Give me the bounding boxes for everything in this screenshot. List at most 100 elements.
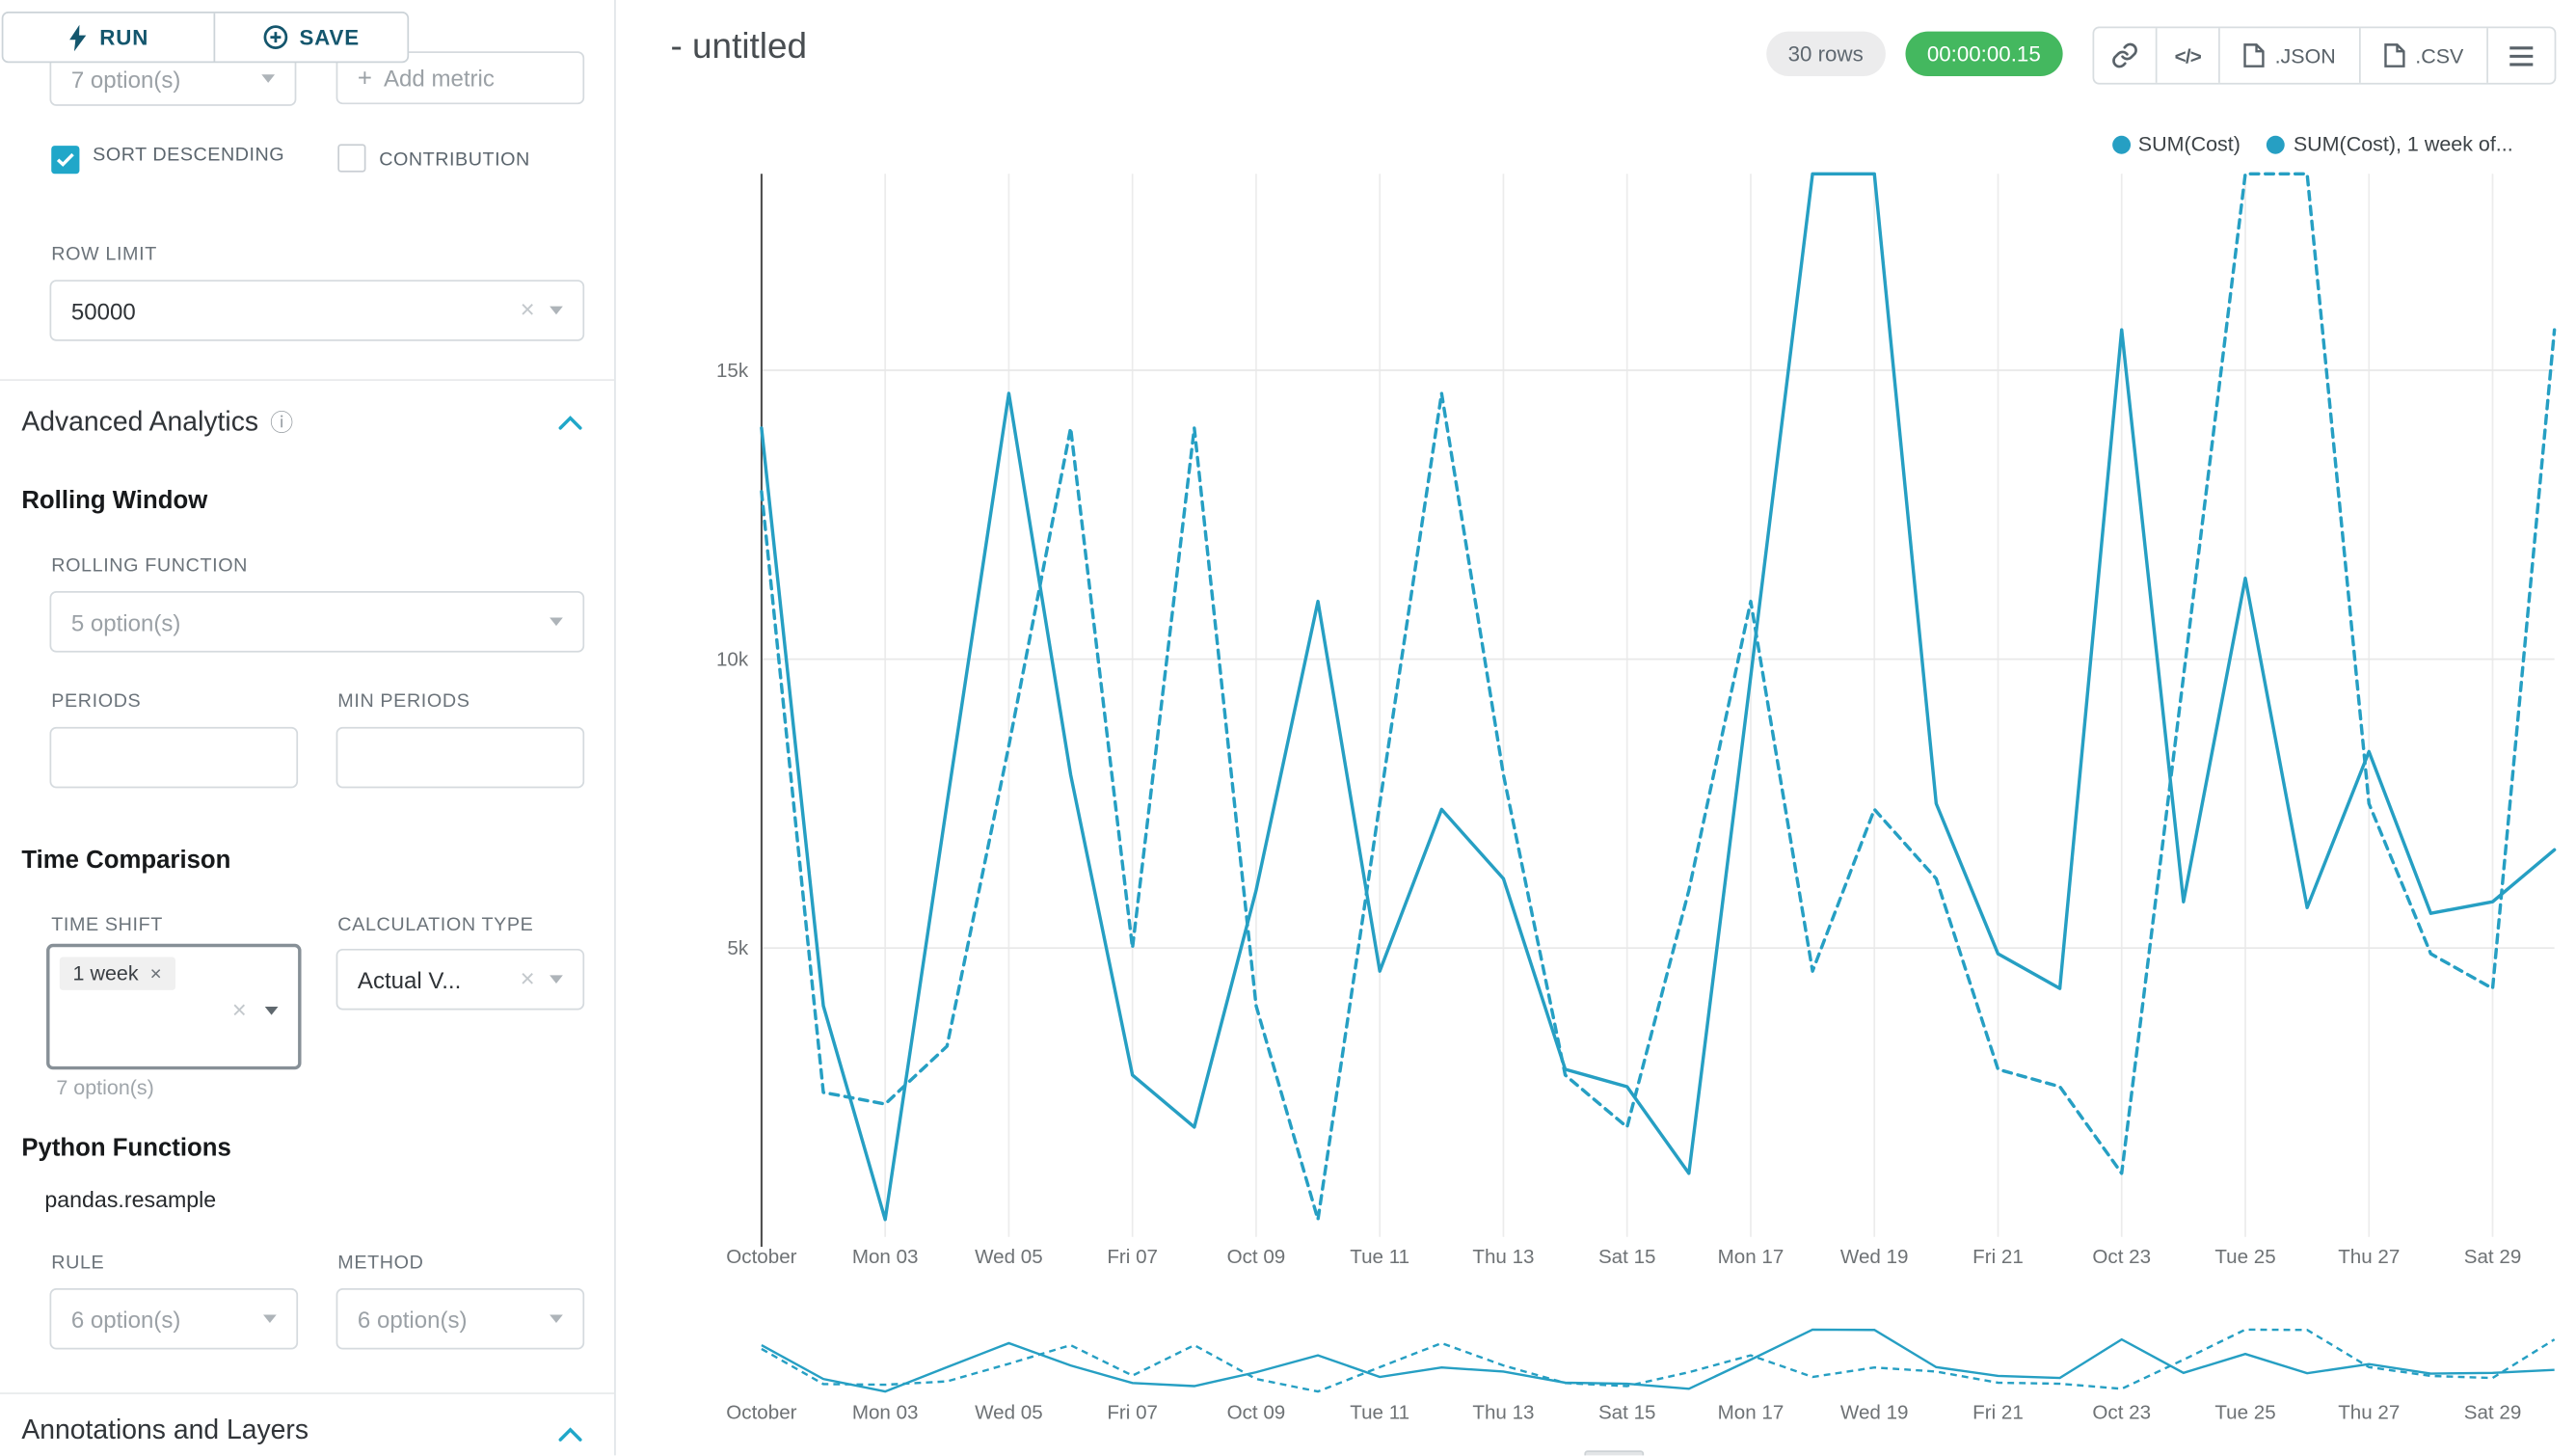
sort-descending-label: SORT DESCENDING: [93, 146, 285, 166]
run-button[interactable]: RUN: [3, 13, 216, 62]
svg-text:Oct 09: Oct 09: [1227, 1402, 1286, 1424]
pandas-resample-label: pandas.resample: [44, 1187, 217, 1212]
legend-label: SUM(Cost), 1 week of...: [2293, 132, 2513, 156]
section-divider: [0, 379, 615, 381]
export-json-button[interactable]: .JSON: [2218, 28, 2359, 83]
rule-select[interactable]: 6 option(s): [49, 1287, 299, 1350]
svg-text:Thu 27: Thu 27: [2338, 1246, 2400, 1268]
calculation-type-value: Actual V...: [357, 965, 462, 993]
advanced-analytics-header[interactable]: Advanced Analytics ⓘ: [21, 406, 293, 439]
svg-text:Mon 17: Mon 17: [1718, 1246, 1784, 1268]
svg-text:Sat 29: Sat 29: [2464, 1246, 2522, 1268]
copy-link-button[interactable]: [2094, 28, 2156, 83]
svg-text:Wed 05: Wed 05: [975, 1246, 1043, 1268]
save-button[interactable]: SAVE: [215, 13, 407, 62]
chevron-down-icon: [550, 975, 563, 984]
rolling-function-select[interactable]: 5 option(s): [49, 591, 585, 653]
clear-icon[interactable]: ×: [520, 296, 535, 325]
time-shift-label: TIME SHIFT: [51, 915, 163, 936]
svg-text:Fri 21: Fri 21: [1972, 1246, 2024, 1268]
menu-icon: [2509, 45, 2534, 66]
svg-text:Sat 15: Sat 15: [1598, 1402, 1656, 1424]
svg-text:Mon 17: Mon 17: [1718, 1402, 1784, 1424]
legend-item-sum-cost[interactable]: SUM(Cost): [2111, 132, 2241, 155]
svg-text:Thu 27: Thu 27: [2338, 1402, 2400, 1424]
timer-badge: 00:00:00.15: [1905, 31, 2063, 76]
plus-icon: +: [357, 64, 372, 93]
control-panel: 7 option(s) + Add metric RUN SAVE: [0, 0, 616, 1456]
min-periods-label: MIN PERIODS: [337, 691, 470, 713]
method-label: METHOD: [337, 1253, 424, 1274]
section-divider: [0, 1392, 615, 1394]
info-icon: ⓘ: [270, 409, 294, 436]
export-csv-button[interactable]: .CSV: [2359, 28, 2486, 83]
chevron-up-icon[interactable]: [558, 416, 583, 430]
svg-text:Oct 09: Oct 09: [1227, 1246, 1286, 1268]
chart-title[interactable]: - untitled: [670, 26, 808, 67]
embed-code-button[interactable]: </>: [2155, 28, 2218, 83]
row-limit-select[interactable]: 50000 ×: [49, 280, 585, 341]
time-shift-select[interactable]: 1 week × ×: [46, 943, 302, 1070]
annotations-title: Annotations and Layers: [21, 1416, 309, 1446]
rule-label: RULE: [51, 1253, 105, 1274]
rolling-window-title: Rolling Window: [21, 486, 208, 516]
rule-placeholder: 6 option(s): [70, 1306, 181, 1333]
svg-text:Wed 05: Wed 05: [975, 1402, 1043, 1424]
svg-text:October: October: [726, 1402, 796, 1424]
file-icon: [2384, 43, 2405, 67]
export-csv-label: .CSV: [2415, 43, 2464, 67]
plus-circle-icon: [263, 25, 287, 50]
annotations-header[interactable]: Annotations and Layers: [21, 1416, 309, 1447]
calculation-type-select[interactable]: Actual V... ×: [335, 948, 585, 1011]
svg-text:10k: 10k: [716, 648, 749, 670]
link-icon: [2112, 42, 2137, 68]
save-label: SAVE: [299, 24, 361, 50]
python-functions-title: Python Functions: [21, 1134, 231, 1163]
file-icon: [2243, 43, 2265, 67]
lightning-icon: [69, 23, 87, 51]
chevron-up-icon[interactable]: [558, 1427, 583, 1442]
svg-text:Sat 29: Sat 29: [2464, 1402, 2522, 1424]
periods-label: PERIODS: [51, 691, 142, 713]
legend-item-sum-cost-offset[interactable]: SUM(Cost), 1 week of...: [2267, 132, 2513, 156]
svg-text:Tue 11: Tue 11: [1350, 1402, 1409, 1424]
time-shift-tag: 1 week ×: [59, 957, 175, 990]
contribution-checkbox-field[interactable]: CONTRIBUTION: [337, 144, 529, 178]
svg-text:Mon 03: Mon 03: [852, 1402, 919, 1424]
chart-legend: SUM(Cost) SUM(Cost), 1 week of...: [2111, 132, 2513, 156]
svg-text:15k: 15k: [716, 360, 749, 382]
svg-text:Tue 11: Tue 11: [1350, 1246, 1409, 1268]
clear-icon[interactable]: ×: [231, 996, 247, 1025]
run-label: RUN: [99, 24, 149, 50]
drag-handle[interactable]: [1584, 1450, 1645, 1456]
time-comparison-title: Time Comparison: [21, 846, 231, 875]
svg-text:Tue 25: Tue 25: [2214, 1246, 2275, 1268]
export-json-label: .JSON: [2274, 43, 2336, 67]
export-button-group: </> .JSON .CSV: [2092, 26, 2557, 85]
code-icon: </>: [2174, 43, 2202, 67]
checkbox-unchecked-icon[interactable]: [337, 144, 366, 173]
min-periods-input[interactable]: [335, 726, 585, 789]
rolling-function-label: ROLLING FUNCTION: [51, 555, 249, 577]
checkbox-checked-icon[interactable]: [51, 146, 80, 175]
sort-descending-checkbox-field[interactable]: SORT DESCENDING: [51, 139, 286, 175]
chevron-down-icon: [550, 306, 563, 315]
periods-input[interactable]: [49, 726, 299, 789]
svg-text:October: October: [726, 1246, 796, 1268]
chart-menu-button[interactable]: [2486, 28, 2554, 83]
metric-select-placeholder: 7 option(s): [70, 65, 181, 93]
time-shift-helper: 7 option(s): [56, 1076, 154, 1100]
remove-tag-icon[interactable]: ×: [149, 961, 162, 985]
svg-text:Wed 19: Wed 19: [1840, 1402, 1909, 1424]
method-select[interactable]: 6 option(s): [335, 1287, 585, 1350]
clear-icon[interactable]: ×: [520, 965, 535, 994]
series-dot-icon: [2267, 134, 2286, 153]
calculation-type-label: CALCULATION TYPE: [337, 915, 534, 936]
legend-label: SUM(Cost): [2137, 132, 2241, 156]
advanced-analytics-title: Advanced Analytics: [21, 406, 259, 437]
add-metric-label: Add metric: [383, 64, 495, 92]
svg-text:Thu 13: Thu 13: [1472, 1246, 1534, 1268]
series-dot-icon: [2111, 134, 2131, 153]
rolling-function-placeholder: 5 option(s): [70, 608, 181, 635]
